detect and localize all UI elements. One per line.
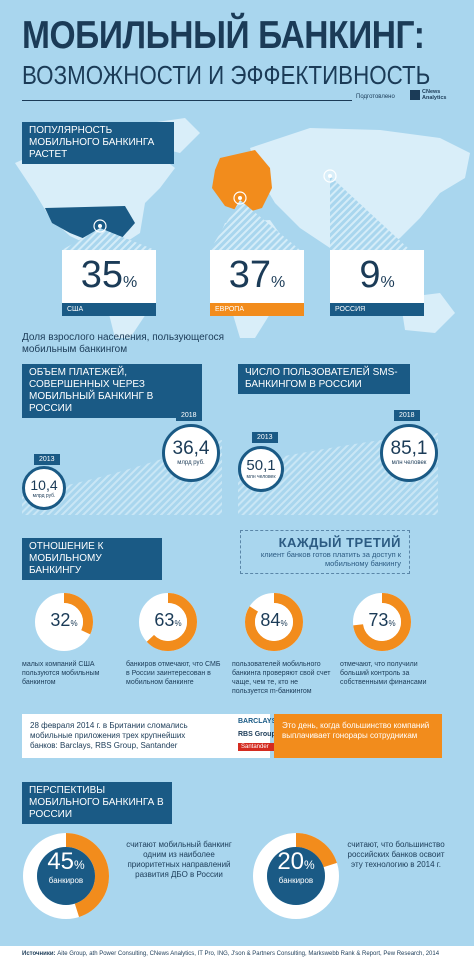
usa-marker-icon	[93, 219, 107, 233]
sms-value-end: 85,1	[390, 438, 428, 459]
attitude-donut-text-1: банкиров отмечают, что СМБ в России заин…	[126, 661, 221, 686]
attitude-donut-1	[139, 593, 197, 651]
uk-text: 28 февраля 2014 г. в Британии сломались …	[30, 721, 188, 750]
sms-year-end: 2018	[394, 410, 420, 421]
europe-marker-icon	[233, 191, 247, 205]
sms-year-start: 2013	[252, 432, 278, 443]
prospects-right-donut	[253, 833, 339, 919]
donut-unit: %	[174, 619, 182, 628]
popularity-label: ПОПУЛЯРНОСТЬ МОБИЛЬНОГО БАНКИНГА РАСТЕТ	[22, 122, 174, 164]
sources-footer: Источники: Aite Group, ath Power Consult…	[0, 946, 474, 970]
sms-value-start: 50,1	[246, 457, 276, 474]
payments-unit-start: млрд руб.	[32, 493, 56, 499]
sms-label: ЧИСЛО ПОЛЬЗОВАТЕЛЕЙ SMS-БАНКИНГОМ В РОСС…	[238, 364, 410, 394]
attitude-donut-text-2: пользователей мобильного банкинга провер…	[232, 661, 331, 695]
uk-orange-note: Это день, когда большинство компаний вып…	[274, 714, 442, 758]
europe-shape	[212, 150, 272, 213]
stat-unit: %	[380, 274, 395, 291]
prospects-left-unit: %	[74, 858, 85, 872]
russia-beam	[330, 176, 410, 250]
prospects-left-donut	[23, 833, 109, 919]
sms-unit-end: млн человек	[391, 460, 427, 466]
bank-santander: Santander	[238, 743, 278, 751]
europe-beam	[210, 200, 300, 250]
stat-card-europe: 37% ЕВРОПА	[210, 250, 304, 316]
stat-card-russia: 9% РОССИЯ	[330, 250, 424, 316]
attitude-donut-value-2: 84%	[244, 610, 304, 631]
prospects-label: ПЕРСПЕКТИВЫ МОБИЛЬНОГО БАНКИНГА В РОССИИ	[22, 782, 172, 824]
stat-value: 37	[228, 254, 272, 296]
prospects-right-text: считают, что большинство российских банк…	[347, 840, 445, 869]
payments-unit-end: млрд руб.	[177, 460, 205, 466]
payments-year-start: 2013	[34, 454, 60, 465]
payments-value-end: 36,4	[172, 438, 210, 459]
sources-label: Источники:	[22, 951, 56, 957]
page-title: МОБИЛЬНЫЙ БАНКИНГ:	[22, 14, 425, 57]
sms-bubble-end: 85,1 млн человек	[380, 424, 438, 482]
logo-line2: Analytics	[422, 95, 447, 101]
donut-value: 73	[368, 610, 389, 630]
attitude-donut-text-3: отмечают, что получили больший контроль …	[340, 661, 427, 686]
prospects-left-center: 45% банкиров	[36, 848, 96, 885]
attitude-donut-3	[353, 593, 411, 651]
callout-text: клиент банков готов платить за доступ к …	[260, 550, 401, 568]
donut-unit: %	[70, 619, 78, 628]
header-divider	[22, 100, 352, 101]
attitude-label: ОТНОШЕНИЕ К МОБИЛЬНОМУ БАНКИНГУ	[22, 538, 162, 580]
stat-unit: %	[123, 274, 138, 291]
payments-label: ОБЪЕМ ПЛАТЕЖЕЙ, СОВЕРШЕННЫХ ЧЕРЕЗ МОБИЛЬ…	[22, 364, 202, 418]
russia-marker-icon	[323, 169, 337, 183]
attitude-donut-value-0: 32%	[34, 610, 94, 631]
stat-region: США	[62, 303, 156, 316]
stat-region: ЕВРОПА	[210, 303, 304, 316]
callout-box: КАЖДЫЙ ТРЕТИЙ клиент банков готов платит…	[240, 530, 410, 574]
payments-year-end: 2018	[176, 410, 202, 421]
sms-bubble-start: 50,1 млн человек	[238, 446, 284, 492]
stat-value: 9	[359, 254, 381, 296]
payments-bubble-start: 10,4 млрд руб.	[22, 466, 66, 510]
donut-value: 32	[50, 610, 71, 630]
bank-rbs: RBS Group	[238, 731, 276, 738]
donut-value: 84	[260, 610, 281, 630]
sms-unit-start: млн человек	[246, 474, 276, 480]
callout-title: КАЖДЫЙ ТРЕТИЙ	[278, 535, 401, 550]
donut-unit: %	[280, 619, 288, 628]
stat-card-usa: 35% США	[62, 250, 156, 316]
cnews-logo: CNews Analytics	[410, 89, 458, 101]
prospects-right-who: банкиров	[278, 876, 314, 885]
donut-value: 63	[154, 610, 175, 630]
prospects-left-who: банкиров	[48, 876, 84, 885]
prospects-left-value: 45	[47, 848, 75, 875]
attitude-donut-value-3: 73%	[352, 610, 412, 631]
prepared-by-text: Подготовлено	[356, 94, 395, 100]
attitude-donut-0	[35, 593, 93, 651]
attitude-donut-2	[245, 593, 303, 651]
uk-box: 28 февраля 2014 г. в Британии сломались …	[22, 714, 278, 758]
prospects-right-center: 20% банкиров	[266, 848, 326, 885]
logo-line1: CNews	[422, 89, 441, 95]
payments-value-start: 10,4	[30, 477, 58, 493]
popularity-caption: Доля взрослого населения, пользующегося …	[22, 332, 225, 355]
attitude-donut-text-0: малых компаний США пользуются мобильным …	[22, 661, 100, 686]
prospects-right-unit: %	[304, 858, 315, 872]
asia-shape	[250, 128, 470, 258]
sources-text: Aite Group, ath Power Consulting, CNews …	[57, 951, 440, 957]
stat-region: РОССИЯ	[330, 303, 424, 316]
prospects-left-text: считают мобильный банкинг одним из наибо…	[126, 840, 232, 879]
stat-value: 35	[80, 254, 124, 296]
page-subtitle: ВОЗМОЖНОСТИ И ЭФФЕКТИВНОСТЬ	[22, 60, 431, 90]
attitude-donut-value-1: 63%	[138, 610, 198, 631]
logo-square-icon	[410, 90, 420, 100]
payments-bubble-end: 36,4 млрд руб.	[162, 424, 220, 482]
prospects-right-value: 20	[277, 848, 305, 875]
donut-unit: %	[388, 619, 396, 628]
bank-barclays: BARCLAYS	[238, 718, 277, 725]
usa-beam	[62, 228, 155, 250]
stat-unit: %	[271, 274, 286, 291]
